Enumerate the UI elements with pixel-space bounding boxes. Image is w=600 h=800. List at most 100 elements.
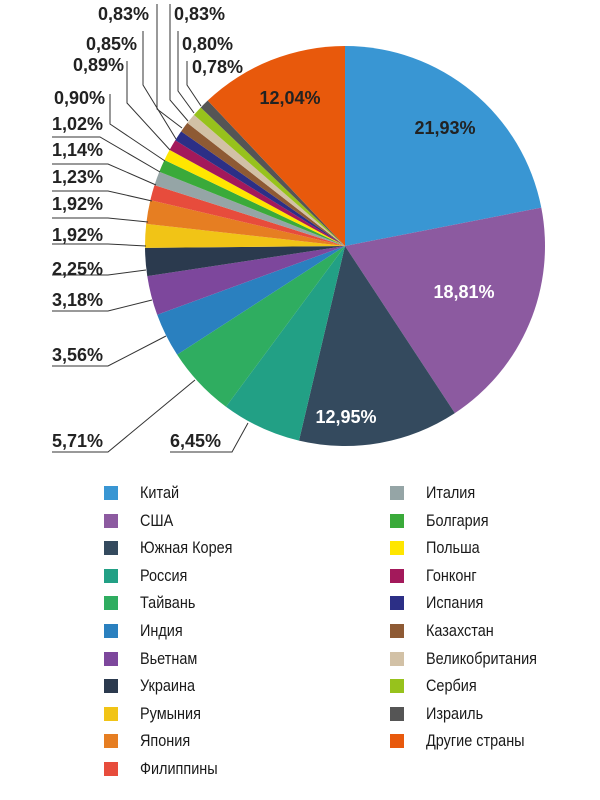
leader-line [126,61,171,151]
legend-item: Вьетнам [104,648,207,670]
legend-swatch [104,513,118,528]
legend-swatch [390,706,404,721]
legend-item: Индия [104,620,190,642]
legend-label: Южная Корея [140,538,233,558]
pie-slice [157,246,345,355]
legend-label: Россия [140,565,188,585]
legend-item: Болгария [390,510,500,532]
legend-label: Филиппины [140,759,218,778]
legend-item: Другие страны [390,730,542,752]
pie-slice [187,114,345,247]
slice-value-label: 3,18% [52,290,103,310]
slice-value-label: 18,81% [433,282,494,302]
legend: Китай США Южная Корея Россия Тайвань Индия Вье… [0,480,600,790]
slice-value-label: 1,02% [52,114,103,134]
legend-label: Украина [140,676,196,696]
legend-swatch [390,596,404,611]
slice-value-label: 12,04% [259,88,320,108]
legend-label: Польша [426,538,480,558]
slice-value-label: 6,45% [170,431,221,451]
leader-line [52,163,157,186]
pie-slice [150,185,345,246]
legend-item: Великобритания [390,648,557,670]
legend-item: Испания [390,592,493,614]
legend-label: Италия [426,483,476,502]
legend-swatch [104,596,118,611]
legend-swatch [390,568,404,583]
legend-swatch [390,651,404,666]
pie-chart: 21,93% 18,81% 12,95% 12,04% 6,45% 5,71% 3,56% 3… [52,4,545,453]
slice-value-label: 1,92% [52,194,103,214]
legend-swatch [104,651,118,666]
slice-value-label: 12,95% [315,407,376,427]
slice-value-label: 0,85% [86,34,137,54]
pie-slice [225,246,345,441]
legend-label: Другие страны [426,731,525,751]
pie-slice [154,171,345,246]
leader-line [177,31,195,114]
leader-line [169,4,189,122]
leader-line [52,299,153,312]
legend-item: Румыния [104,703,212,725]
legend-label: Тайвань [140,593,196,613]
leader-line [156,4,183,129]
pie-slice [181,122,345,246]
leader-line [52,217,149,223]
pie-slice [177,246,345,407]
pie-slice [207,46,345,246]
pie-slice [345,46,542,246]
legend-item: Гонконг [390,565,486,587]
slice-value-label: 21,93% [414,118,475,138]
pie-slice [147,246,345,315]
slice-value-label: 0,83% [98,4,149,24]
leader-line [52,379,196,453]
legend-swatch [104,568,118,583]
legend-label: Китай [140,483,180,502]
leader-line [186,61,202,107]
legend-swatch [104,541,118,556]
legend-label: Израиль [426,703,484,723]
legend-swatch [104,679,118,694]
legend-label: Великобритания [426,648,537,668]
leader-line [109,94,166,162]
legend-item: Россия [104,565,196,587]
legend-label: Вьетнам [140,648,198,668]
legend-item: Украина [104,675,205,697]
legend-swatch [390,541,404,556]
legend-label: Румыния [140,703,201,723]
legend-swatch [390,624,404,638]
pie-slice [200,100,345,246]
legend-item: Сербия [390,675,486,697]
pie-slice [193,107,345,247]
legend-label: Япония [140,731,191,751]
legend-swatch [390,679,404,694]
leader-line [52,243,147,247]
legend-swatch [390,486,404,500]
pie-slice [145,246,345,277]
pie-slice [169,140,345,246]
legend-label: Испания [426,593,484,613]
leader-line [52,335,167,367]
leader-line [52,190,153,202]
legend-swatch [104,624,118,638]
legend-item: Казахстан [390,620,506,642]
leader-line [142,31,177,140]
legend-label: Казахстан [426,621,494,640]
pie-slice [175,131,345,246]
legend-swatch [104,762,118,776]
slice-value-label: 0,80% [182,34,233,54]
legend-label: Болгария [426,510,489,530]
slice-value-label: 3,56% [52,345,103,365]
legend-swatch [104,734,118,749]
slice-value-label: 1,23% [52,167,103,187]
legend-label: США [140,510,174,530]
legend-item: Китай [104,482,186,504]
slice-value-label: 0,90% [54,88,105,108]
slice-value-label: 1,14% [52,140,103,160]
pie-slice [298,246,455,446]
leader-line [52,269,147,276]
legend-item: Южная Корея [104,537,249,559]
legend-swatch [390,734,404,749]
leader-line [170,422,249,453]
pie-slice [145,223,345,248]
